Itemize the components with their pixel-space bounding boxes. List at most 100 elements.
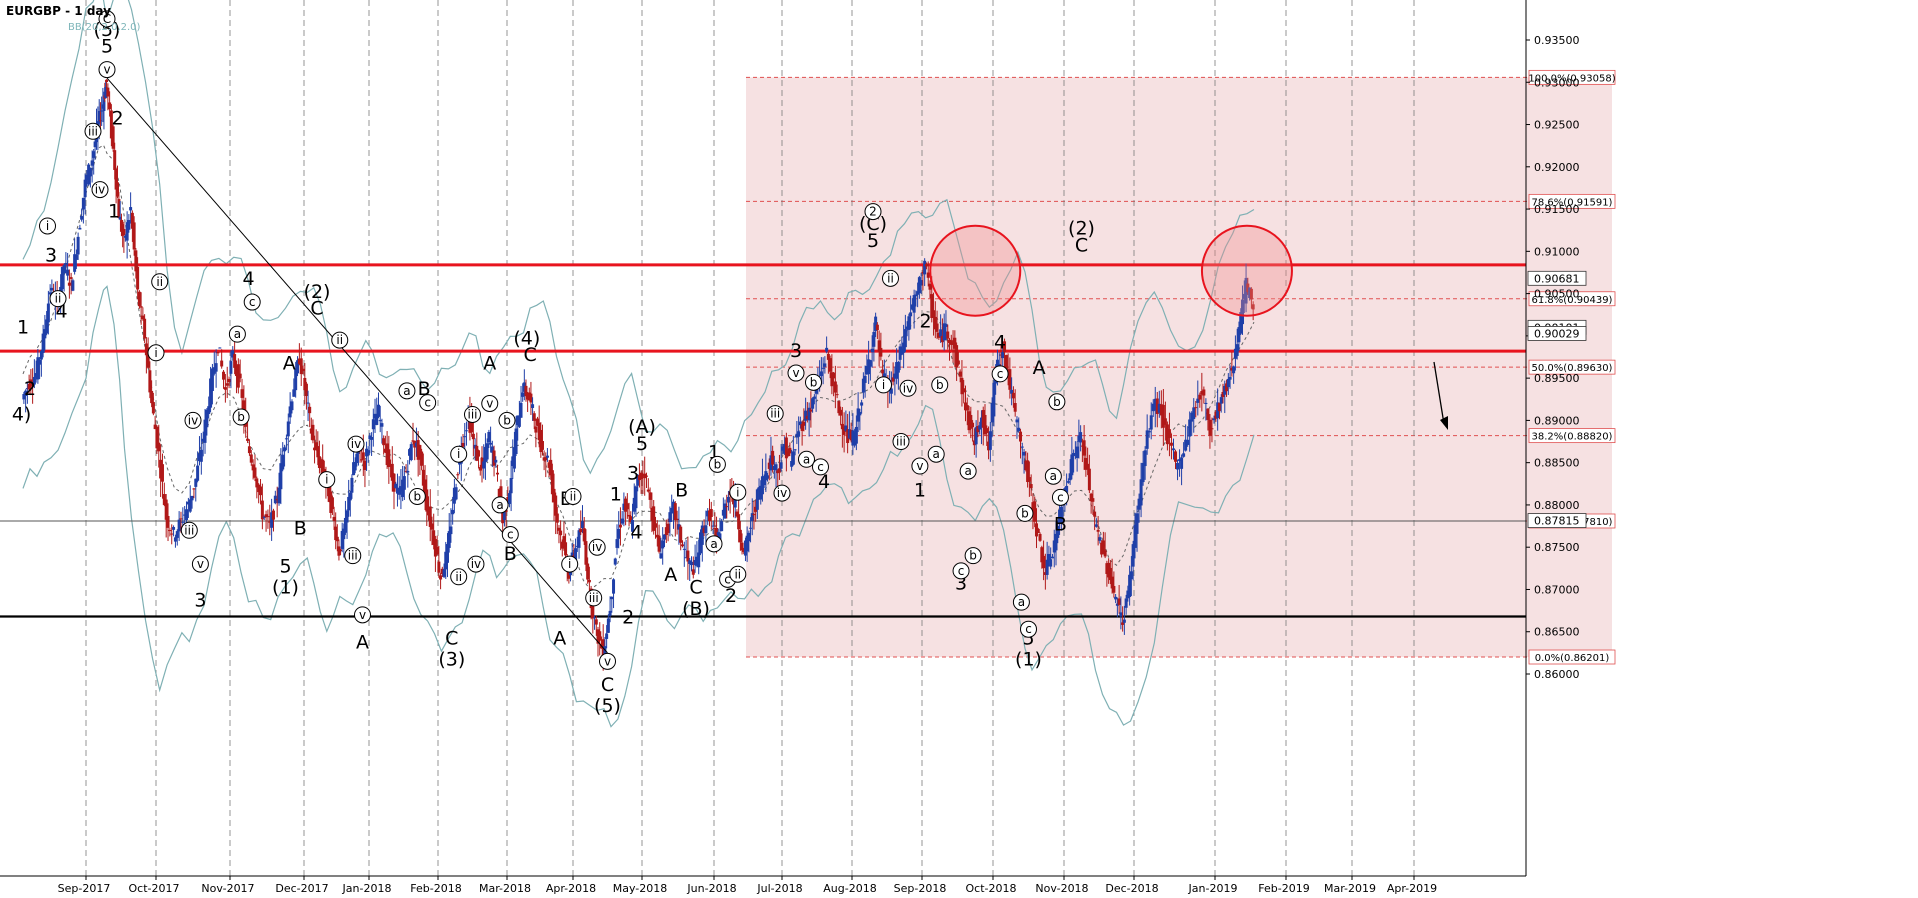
candle-body bbox=[334, 526, 338, 541]
candle-body bbox=[721, 509, 725, 516]
wave-label: 2 bbox=[24, 378, 36, 400]
candle-body bbox=[1174, 451, 1178, 462]
wave-circle-label: iv bbox=[467, 555, 485, 573]
wave-label: 1 bbox=[17, 316, 29, 338]
fib-level-label: 100.0%(0.93058) bbox=[1528, 69, 1616, 85]
candle-body bbox=[496, 472, 500, 475]
wave-circle-label: c bbox=[501, 526, 519, 544]
fib-level-label: 50.0%(0.89630) bbox=[1528, 359, 1616, 375]
candle-body bbox=[971, 422, 975, 428]
candle-body bbox=[759, 485, 763, 500]
candle-body bbox=[1190, 412, 1194, 422]
candle-body bbox=[151, 402, 155, 414]
candle-body bbox=[634, 486, 638, 509]
candle-body bbox=[233, 354, 237, 368]
candle-body bbox=[819, 371, 823, 377]
candle-body bbox=[1200, 391, 1204, 395]
candle-body bbox=[308, 406, 312, 414]
candle-body bbox=[639, 472, 643, 480]
wave-label: 3 bbox=[627, 463, 639, 485]
candle-body bbox=[923, 260, 927, 275]
candle-body bbox=[62, 265, 66, 274]
candle-body bbox=[1103, 550, 1107, 557]
wave-circle-text: ii bbox=[336, 333, 343, 347]
candle-body bbox=[544, 457, 548, 461]
candle-body bbox=[555, 513, 559, 523]
candle-body bbox=[745, 535, 749, 552]
candle-body bbox=[559, 530, 563, 536]
candle-body bbox=[353, 461, 357, 471]
candle-body bbox=[663, 534, 666, 540]
wave-circle bbox=[498, 411, 516, 429]
wave-circle-text: b bbox=[936, 378, 944, 392]
candle-body bbox=[314, 442, 318, 449]
wave-label: 5 bbox=[279, 556, 291, 578]
candle-body bbox=[227, 378, 231, 383]
candle-body bbox=[932, 310, 936, 318]
candle-body bbox=[78, 227, 82, 230]
candle-body bbox=[725, 506, 729, 508]
wave-circle-label: b bbox=[408, 487, 426, 505]
candle-body bbox=[1159, 404, 1163, 416]
wave-circle-label: c bbox=[1020, 620, 1037, 638]
candle-body bbox=[1165, 424, 1169, 445]
trendline bbox=[106, 77, 1448, 654]
wave-circle-label: c bbox=[991, 365, 1009, 383]
wave-circle bbox=[959, 462, 977, 480]
bollinger-bands bbox=[22, 0, 1255, 728]
candle-body bbox=[1087, 468, 1091, 491]
highlight-circle bbox=[929, 224, 1022, 317]
wave-label: C bbox=[601, 674, 614, 696]
y-tick-label: 0.91500 bbox=[1534, 203, 1580, 216]
candle-body bbox=[839, 409, 843, 416]
candle-body bbox=[382, 438, 386, 446]
wave-circle bbox=[450, 445, 468, 463]
candle-body bbox=[1232, 366, 1236, 374]
candle-body bbox=[713, 528, 717, 530]
price-tag: 0.90681 bbox=[1527, 270, 1587, 286]
candle-body bbox=[750, 513, 754, 521]
wave-label: (A) bbox=[628, 416, 656, 438]
candle-body bbox=[1108, 567, 1112, 581]
wave-circle bbox=[1051, 488, 1069, 506]
x-tick-label: Mar-2019 bbox=[1324, 882, 1376, 895]
candle-body bbox=[347, 496, 351, 511]
candle-body bbox=[335, 536, 339, 542]
candle-body bbox=[1171, 448, 1175, 451]
candle-body bbox=[1188, 419, 1192, 437]
bollinger-upper bbox=[22, 0, 1255, 475]
candle-body bbox=[527, 392, 531, 401]
wave-circle-label: ii bbox=[49, 290, 67, 308]
candle-body bbox=[807, 407, 811, 421]
candle-body bbox=[1235, 344, 1239, 356]
candle-body bbox=[1192, 407, 1196, 420]
candle-body bbox=[1217, 402, 1221, 412]
candle-body bbox=[675, 518, 679, 521]
wave-circle-label: iv bbox=[184, 411, 202, 429]
fib-label-box bbox=[1528, 428, 1616, 444]
candle-body bbox=[1246, 283, 1250, 293]
candle-body bbox=[1100, 542, 1104, 555]
candle-body bbox=[205, 409, 209, 428]
wave-circle-label: ii bbox=[151, 273, 169, 291]
candle-body bbox=[992, 382, 996, 417]
candle-body bbox=[329, 491, 333, 513]
candle-body bbox=[192, 488, 196, 490]
candle-body bbox=[482, 461, 486, 469]
candle-body bbox=[402, 476, 406, 490]
candle-body bbox=[1128, 574, 1132, 598]
indicator-label: BB(20,2.0,2.0) bbox=[68, 22, 141, 33]
candle-body bbox=[974, 427, 978, 445]
wave-label: 2 bbox=[725, 585, 737, 607]
fib-label-box bbox=[1528, 291, 1616, 307]
wave-circle bbox=[599, 652, 616, 670]
wave-label: 3 bbox=[194, 589, 206, 611]
candle-body bbox=[849, 429, 853, 441]
candle-body bbox=[914, 294, 918, 297]
candle-body bbox=[902, 342, 906, 353]
candle-body bbox=[477, 450, 481, 457]
wave-circle-label: a bbox=[927, 445, 945, 463]
candle-body bbox=[740, 542, 744, 551]
candle-body bbox=[1110, 576, 1114, 589]
candle-body bbox=[783, 444, 787, 454]
